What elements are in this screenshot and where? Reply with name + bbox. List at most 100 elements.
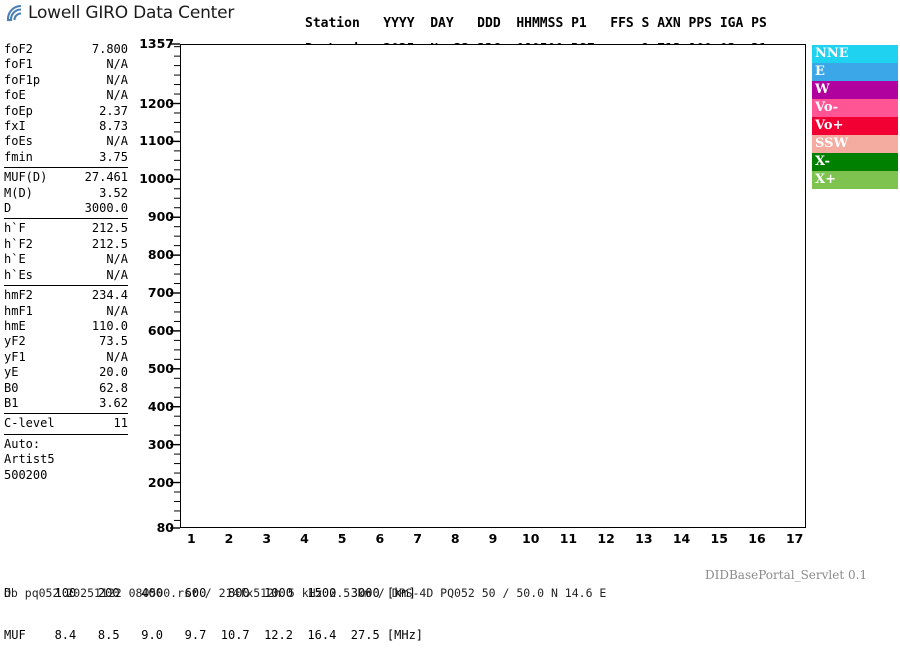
x-axis-label: 9 xyxy=(489,531,498,546)
brand-header: Lowell GIRO Data Center xyxy=(6,3,234,23)
param-divider xyxy=(4,167,128,168)
param-value: 27.461 xyxy=(85,170,128,185)
y-axis-label: 800 xyxy=(148,247,174,262)
y-axis-label: 300 xyxy=(148,437,174,452)
param-value: 11 xyxy=(114,416,128,431)
param-value: N/A xyxy=(106,268,128,283)
station-header-columns: Station YYYY DAY DDD HHMMSS P1 FFS S AXN… xyxy=(305,17,767,30)
legend-item-label: W xyxy=(815,82,830,97)
param-key: D xyxy=(4,201,11,216)
param-value: N/A xyxy=(106,350,128,365)
x-axis-label: 13 xyxy=(635,531,652,546)
footer-file-line: db pq052 20251122 080500.rsf / 214fx512h… xyxy=(4,586,606,600)
param-key: B0 xyxy=(4,381,18,396)
x-axis-label: 2 xyxy=(225,531,234,546)
param-key: MUF(D) xyxy=(4,170,47,185)
param-row: hmF2 234.4 xyxy=(4,288,128,303)
param-value: 62.8 xyxy=(99,381,128,396)
param-key: hmF2 xyxy=(4,288,33,303)
param-value: 212.5 xyxy=(92,237,128,252)
x-axis-label: 15 xyxy=(711,531,728,546)
y-axis-label: 80 xyxy=(157,520,174,535)
y-axis-label: 200 xyxy=(148,475,174,490)
param-divider xyxy=(4,218,128,219)
param-value: 234.4 xyxy=(92,288,128,303)
plot-frame xyxy=(180,44,806,528)
legend-item-label: SSW xyxy=(815,136,848,151)
param-value: 3.75 xyxy=(99,150,128,165)
param-key: h`F2 xyxy=(4,237,33,252)
legend-item-ssw[interactable]: SSW xyxy=(812,135,898,153)
param-divider xyxy=(4,434,128,435)
param-key: foEs xyxy=(4,134,33,149)
auto-note: Auto: Artist5 500200 xyxy=(4,437,128,483)
x-axis-label: 17 xyxy=(786,531,803,546)
param-key: fxI xyxy=(4,119,26,134)
param-key: hmE xyxy=(4,319,26,334)
y-axis-label: 900 xyxy=(148,209,174,224)
legend-item-e[interactable]: E xyxy=(812,63,898,81)
param-key: hmF1 xyxy=(4,304,33,319)
param-row: M(D)3.52 xyxy=(4,186,128,201)
legend-item-label: Vo- xyxy=(815,100,838,115)
param-value: 110.0 xyxy=(92,319,128,334)
x-axis-label: 16 xyxy=(748,531,765,546)
legend-item-nne[interactable]: NNE xyxy=(812,45,898,63)
param-key: h`E xyxy=(4,252,26,267)
y-axis-label: 400 xyxy=(148,399,174,414)
param-row: hmE 110.0 xyxy=(4,319,128,334)
x-axis-label: 6 xyxy=(376,531,385,546)
param-key: h`Es xyxy=(4,268,33,283)
x-axis-label: 8 xyxy=(451,531,460,546)
legend-item-w[interactable]: W xyxy=(812,81,898,99)
param-value: 73.5 xyxy=(99,334,128,349)
legend-item-label: X+ xyxy=(815,172,836,187)
param-row: hmF1 N/A xyxy=(4,304,128,319)
x-axis-label: 12 xyxy=(597,531,614,546)
legend-item-vo[interactable]: Vo+ xyxy=(812,117,898,135)
param-key: foF2 xyxy=(4,42,33,57)
param-row: MUF(D) 27.461 xyxy=(4,170,128,185)
y-axis-label: 1357 xyxy=(139,36,174,51)
param-key: B1 xyxy=(4,396,18,411)
legend-item-x[interactable]: X+ xyxy=(812,171,898,189)
y-axis-label: 700 xyxy=(148,285,174,300)
param-value: 3.62 xyxy=(99,396,128,411)
x-axis-label: 14 xyxy=(673,531,690,546)
param-key: yF1 xyxy=(4,350,26,365)
param-key: C-level xyxy=(4,416,55,431)
legend-item-label: NNE xyxy=(815,46,849,61)
legend-item-x[interactable]: X- xyxy=(812,153,898,171)
param-key: h`F xyxy=(4,221,26,236)
param-key: foEp xyxy=(4,104,33,119)
param-key: foE xyxy=(4,88,26,103)
servlet-label: DIDBasePortal_Servlet 0.1 xyxy=(705,568,867,582)
brand-title: Lowell GIRO Data Center xyxy=(28,3,234,23)
legend-item-vo[interactable]: Vo- xyxy=(812,99,898,117)
param-key: foF1p xyxy=(4,73,40,88)
muf-table: D 100 200 400 600 800 1000 1500 3000 [km… xyxy=(4,558,423,656)
x-axis-label: 7 xyxy=(413,531,422,546)
x-axis-label: 1 xyxy=(187,531,196,546)
legend-item-label: X- xyxy=(815,154,830,169)
param-value: N/A xyxy=(106,304,128,319)
param-row: B0 62.8 xyxy=(4,381,128,396)
ionogram-plot[interactable] xyxy=(180,44,806,528)
param-row: B1 3.62 xyxy=(4,396,128,411)
giro-waves-icon xyxy=(6,4,26,22)
muf-row-frequency: MUF 8.4 8.5 9.0 9.7 10.7 12.2 16.4 27.5 … xyxy=(4,628,423,642)
param-row: h`F2 212.5 xyxy=(4,237,128,252)
y-axis-label: 1000 xyxy=(139,171,174,186)
